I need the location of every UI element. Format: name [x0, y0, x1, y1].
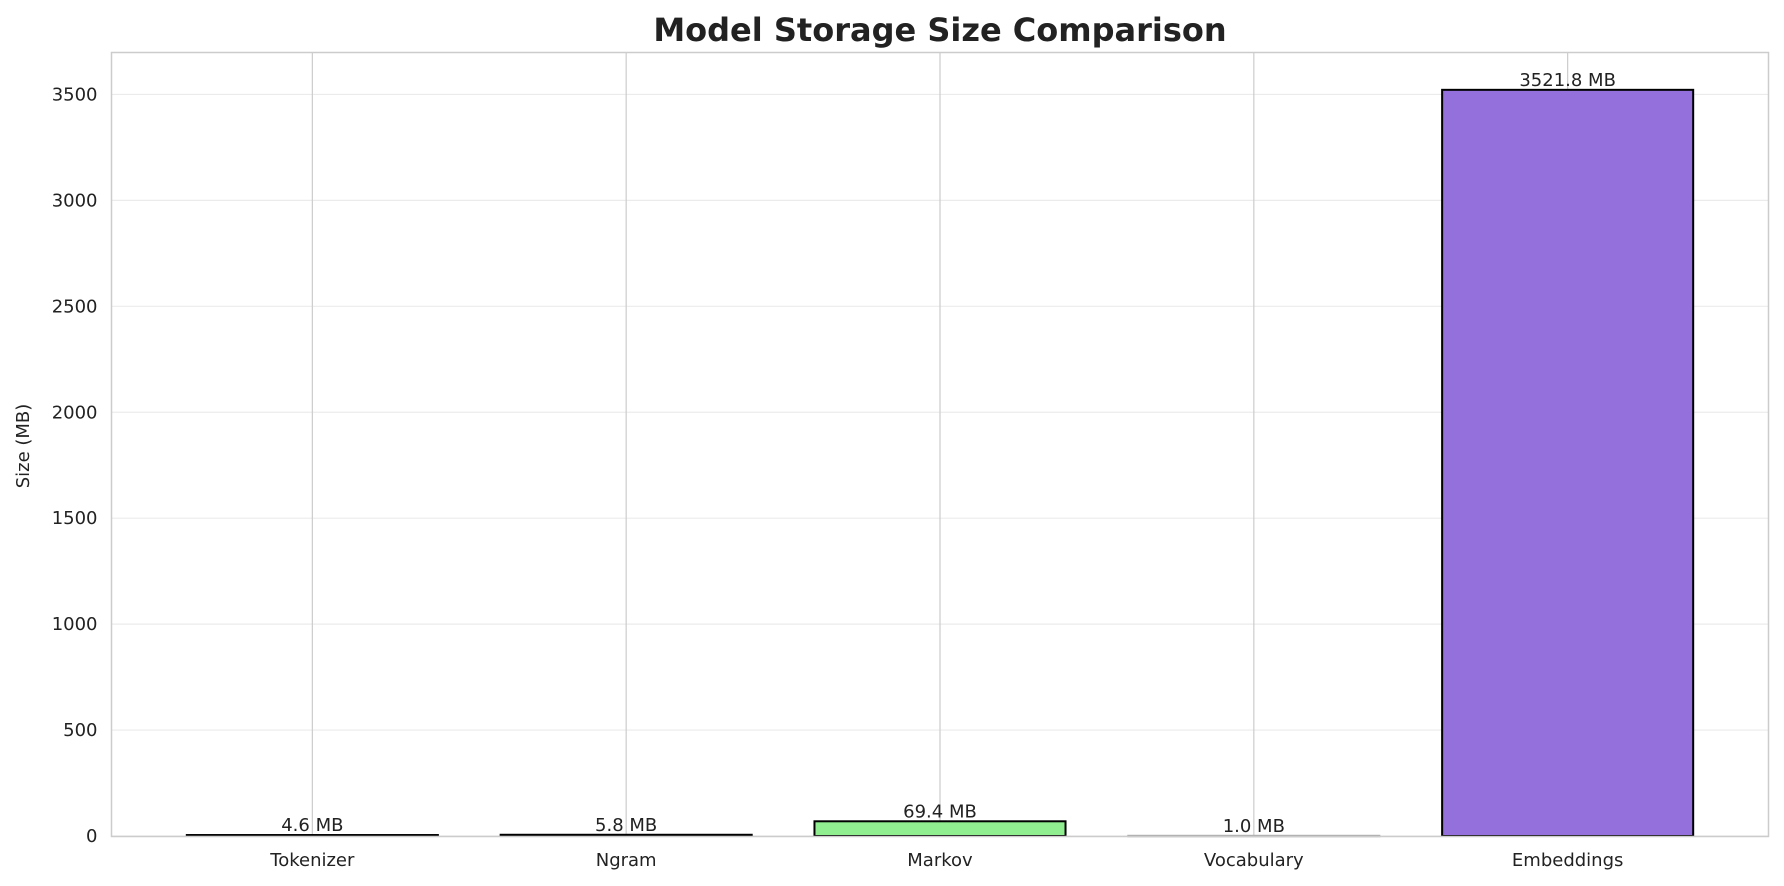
y-axis-label: Size (MB)	[13, 404, 34, 489]
y-tick-label: 1000	[52, 614, 98, 635]
chart-title: Model Storage Size Comparison	[653, 11, 1226, 49]
data-label: 1.0 MB	[1223, 816, 1285, 837]
y-tick-label: 2500	[52, 296, 98, 317]
y-tick-label: 3000	[52, 190, 98, 211]
x-tick-label: Embeddings	[1512, 850, 1623, 871]
data-label: 4.6 MB	[281, 815, 343, 836]
data-labels: 4.6 MB 5.8 MB 69.4 MB 1.0 MB 3521.8 MB	[281, 70, 1616, 837]
data-label: 3521.8 MB	[1519, 70, 1616, 91]
x-tick-label: Ngram	[596, 850, 657, 871]
x-tick-label: Vocabulary	[1204, 850, 1304, 871]
data-label: 69.4 MB	[903, 801, 977, 822]
bar-markov	[813, 820, 1067, 838]
y-tick-label: 1500	[52, 508, 98, 529]
x-tick-label: Markov	[907, 850, 973, 871]
y-tick-label: 3500	[52, 84, 98, 105]
plot-frame	[110, 51, 1770, 838]
bar-embeddings	[1441, 88, 1695, 837]
data-label: 5.8 MB	[595, 815, 657, 836]
y-tick-label: 2000	[52, 402, 98, 423]
y-tick-label: 0	[86, 826, 97, 847]
ticks: 0 500 1000 1500 2000 2500 3000 3500 Tokenizer Ngr…	[52, 84, 1624, 871]
y-tick-label: 500	[63, 720, 97, 741]
x-tick-label: Tokenizer	[269, 850, 355, 871]
bars	[185, 88, 1695, 838]
